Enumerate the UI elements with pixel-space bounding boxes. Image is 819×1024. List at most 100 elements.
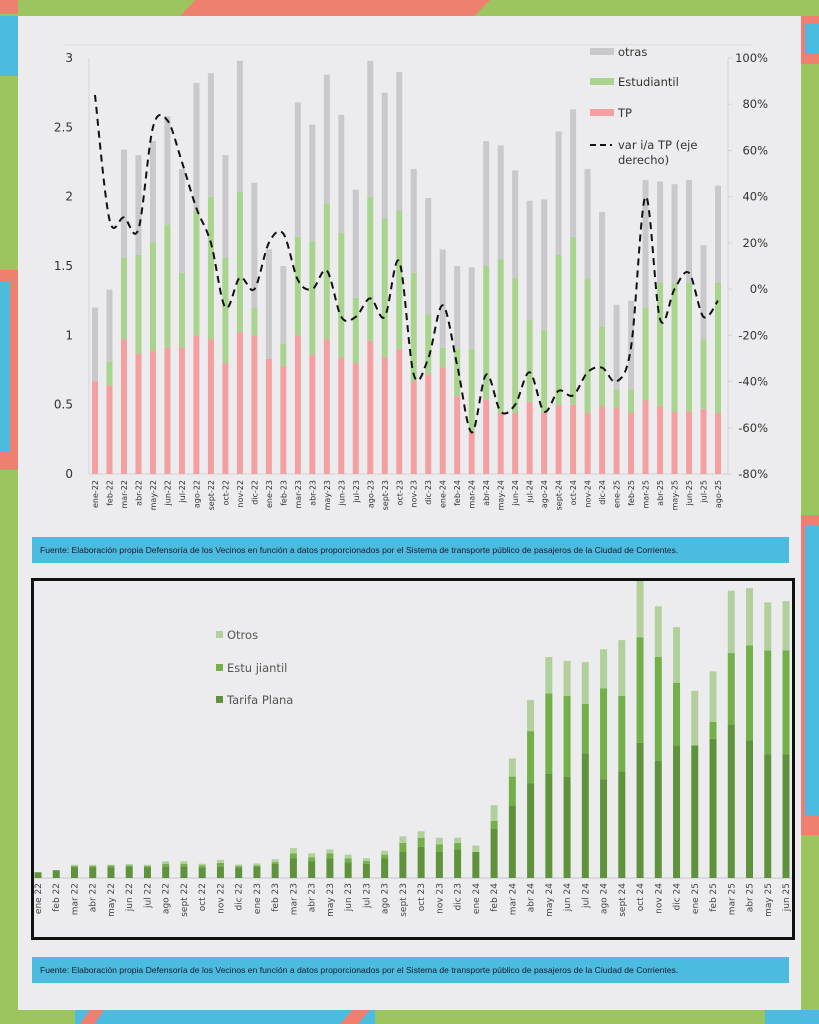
legend-swatch-2 — [590, 109, 614, 116]
x-tick-label: oct 23 — [417, 883, 427, 911]
top-chart-legend: otras Estudiantil TP var i/a TP (ejederecho… — [590, 45, 697, 167]
bar-otras-sept-24 — [555, 131, 562, 255]
bar-tarifa-plana-oct-23 — [417, 846, 425, 878]
bar-otros-ene-25 — [691, 690, 699, 746]
bar-estudiantil-feb-24 — [490, 820, 498, 829]
bar-otros-dic-22 — [235, 864, 243, 867]
x-tick-label: abr-24 — [482, 480, 491, 506]
x-tick-label: ago-24 — [540, 480, 549, 508]
bar-otras-sept-23 — [381, 92, 388, 219]
bar-estudiantil-ago-23 — [367, 196, 374, 341]
bar-otros-oct-23 — [417, 831, 425, 838]
x-tick-label: dic 22 — [235, 883, 245, 910]
bar-tp-oct-24 — [570, 404, 577, 474]
bar-otras-sept-22 — [207, 73, 214, 197]
bar-estudiantil-may-24 — [545, 693, 553, 774]
y-tick-label: 3 — [65, 51, 73, 65]
bar-otros-jul-24 — [581, 662, 589, 704]
bar-tp-ago-24 — [541, 412, 548, 474]
bar-tarifa-plana-jul-22 — [143, 867, 151, 878]
bar-estudiantil-jun-23 — [344, 858, 352, 863]
x-tick-label: abr 25 — [746, 883, 756, 912]
bar-tp-jul-25 — [700, 408, 707, 474]
frame-decor-blue-bottom-right — [765, 1010, 819, 1024]
bar-tarifa-plana-ago-22 — [162, 866, 170, 878]
bar-otras-ago-23 — [367, 60, 374, 197]
x-tick-label: may 25 — [764, 883, 774, 917]
bar-otros-ene-24 — [472, 845, 480, 852]
bar-tp-jul-23 — [352, 363, 359, 474]
bar-estudiantil-jun-24 — [512, 278, 519, 413]
bar-otras-nov-23 — [410, 168, 417, 273]
bar-otros-feb-23 — [271, 859, 279, 863]
x-tick-label: jun-23 — [337, 480, 346, 506]
bar-otros-sept-24 — [618, 640, 626, 696]
bar-tarifa-plana-abr-23 — [308, 861, 316, 878]
bar-otros-jun-25 — [782, 601, 790, 651]
bar-estudiantil-may-24 — [497, 259, 504, 413]
y-tick-label: 2 — [65, 190, 73, 204]
x-tick-label: nov-22 — [236, 480, 245, 508]
x-tick-label: jul 22 — [143, 883, 153, 909]
x-tick-label: mar 24 — [508, 883, 518, 916]
x-tick-label: nov-23 — [410, 480, 419, 508]
y-tick-label: 0.5 — [54, 398, 73, 412]
frame-decor-coral-top — [180, 0, 490, 16]
x-tick-label: ene 25 — [691, 883, 701, 914]
x-tick-label: may-25 — [671, 480, 680, 510]
bar-tarifa-plana-abr-24 — [527, 783, 535, 878]
bar-otras-feb-24 — [454, 266, 461, 350]
bar-estudiantil-ene-25 — [613, 389, 620, 408]
bar-tp-nov-23 — [410, 381, 417, 474]
bar-estudiantil-abr-24 — [527, 731, 535, 784]
x-tick-label: may-23 — [323, 480, 332, 510]
bar-otras-may-24 — [497, 145, 504, 260]
legend-label-2: Tarifa Plana — [226, 693, 293, 707]
bar-tarifa-plana-may-25 — [764, 754, 772, 878]
bar-tarifa-plana-nov-22 — [216, 866, 224, 878]
bar-estudiantil-ene-24 — [439, 347, 446, 368]
bar-estudiantil-dic-24 — [599, 327, 606, 407]
x-tick-label: feb 22 — [52, 883, 62, 912]
bar-tarifa-plana-mar-22 — [70, 867, 78, 878]
bar-tp-feb-22 — [106, 385, 113, 474]
bar-otras-feb-22 — [106, 289, 113, 362]
bar-otras-may-22 — [149, 141, 156, 243]
bar-otras-nov-24 — [584, 168, 591, 279]
x-tick-label: jul-24 — [526, 480, 535, 504]
bar-otros-dic-23 — [454, 837, 462, 843]
bar-tp-feb-23 — [280, 365, 287, 474]
bar-tarifa-plana-abr-22 — [89, 867, 97, 878]
x-tick-label: feb 23 — [271, 883, 281, 912]
x-tick-label: feb-22 — [105, 480, 114, 506]
bar-estudiantil-may-22 — [149, 242, 156, 351]
bar-otras-mar-25 — [642, 180, 649, 308]
bar-tp-sept-23 — [381, 357, 388, 474]
bar-estudiantil-jun-22 — [164, 224, 171, 348]
bar-otras-may-23 — [323, 74, 330, 204]
x-tick-label: jun-24 — [511, 480, 520, 506]
bar-estudiantil-jun-24 — [563, 696, 571, 777]
bar-otros-may-22 — [107, 864, 115, 866]
bar-otros-mar-25 — [727, 590, 735, 654]
bar-otras-mar-24 — [468, 267, 475, 350]
bar-otras-ene-24 — [439, 249, 446, 348]
x-tick-label: sept 24 — [618, 883, 628, 917]
bar-otras-oct-24 — [570, 109, 577, 237]
bar-tarifa-plana-feb-23 — [271, 863, 279, 878]
x-tick-label: ago-22 — [192, 480, 201, 508]
x-tick-label: mar 25 — [727, 883, 737, 915]
y2-tick-label: -20% — [738, 328, 768, 342]
bar-estudiantil-jul-23 — [352, 297, 359, 364]
bar-estudiantil-nov-23 — [410, 272, 417, 382]
x-tick-label: mar 22 — [70, 883, 80, 915]
bar-otros-mar-22 — [70, 864, 78, 867]
bar-tp-abr-24 — [483, 399, 490, 474]
bar-tp-abr-23 — [309, 354, 316, 474]
bar-tp-ago-22 — [193, 335, 200, 474]
bar-tarifa-plana-ago-24 — [600, 779, 608, 878]
bar-estudiantil-jul-24 — [581, 703, 589, 754]
bar-otras-ene-23 — [265, 249, 272, 359]
bar-tarifa-plana-feb-25 — [709, 738, 717, 878]
bar-otros-may-23 — [326, 849, 334, 854]
